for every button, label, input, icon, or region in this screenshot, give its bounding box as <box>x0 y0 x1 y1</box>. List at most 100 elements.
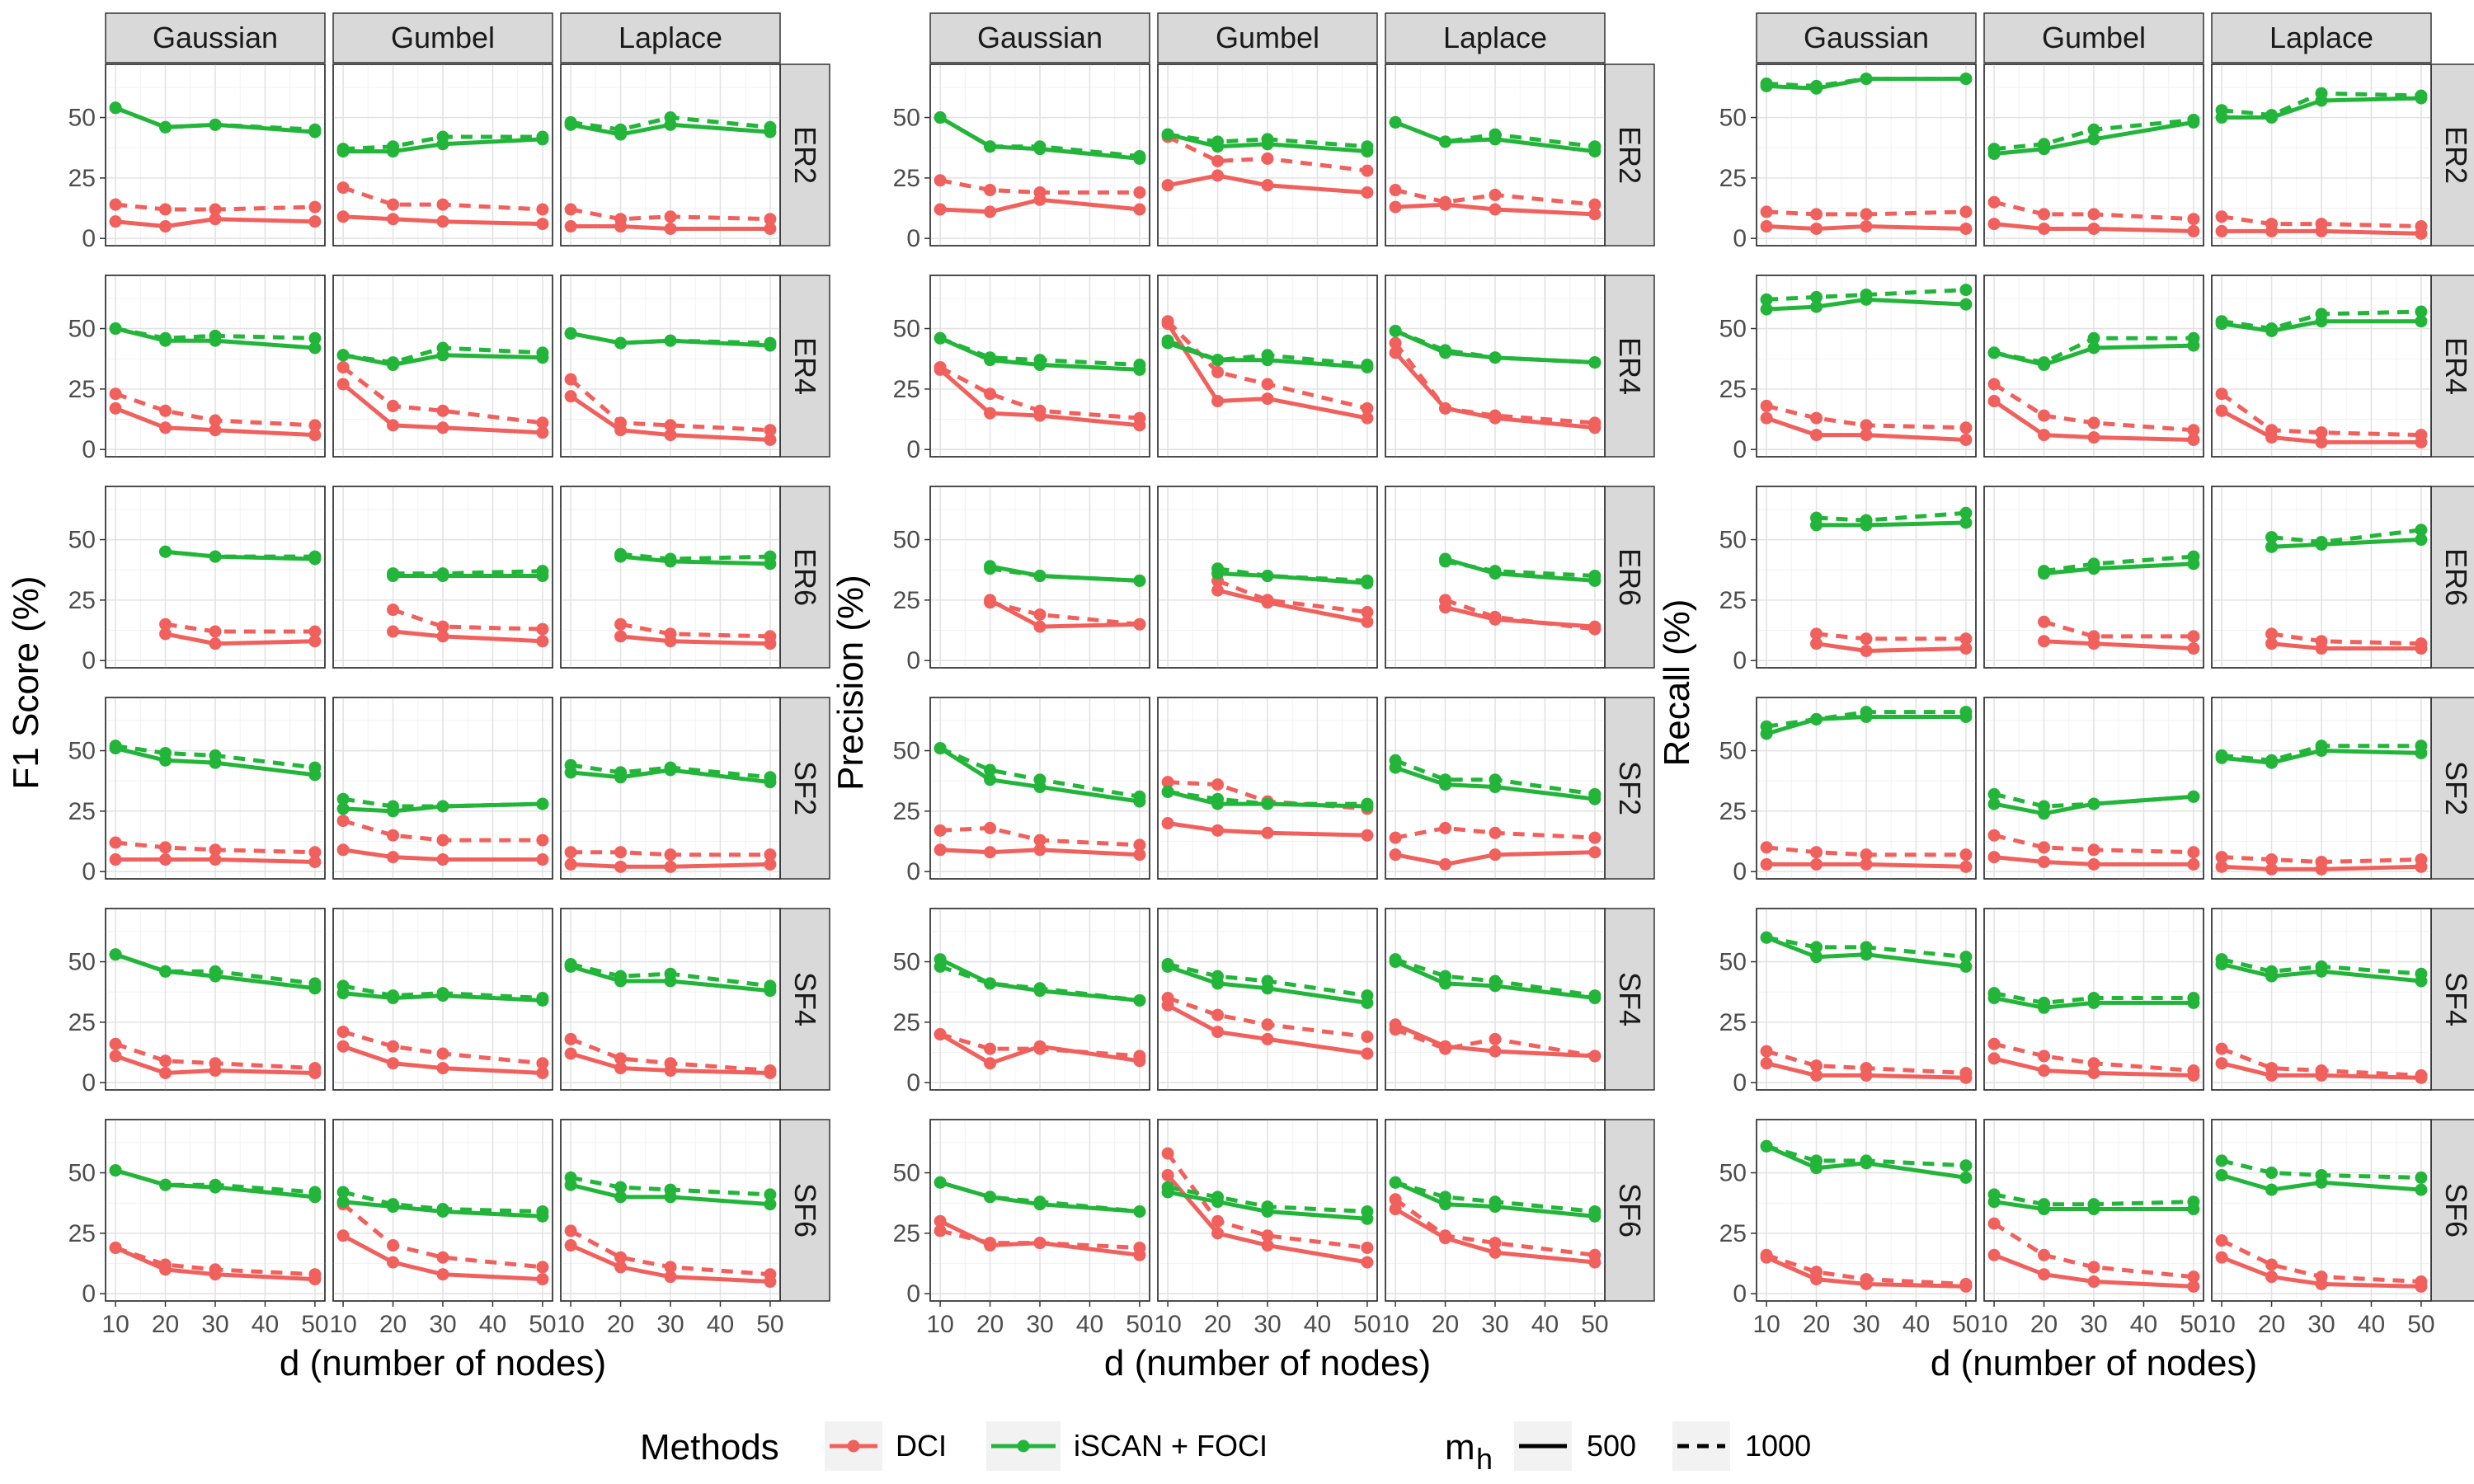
series-dci-1000-point <box>664 848 677 862</box>
series-dci-1000-point <box>764 213 777 226</box>
legend-key-label: iSCAN + FOCI <box>1074 1429 1268 1463</box>
legend-key-point <box>847 1439 860 1453</box>
series-dci-1000-line <box>342 819 543 843</box>
series-iscan-1000-point <box>1760 293 1773 306</box>
series-dci-1000-line <box>342 186 543 212</box>
panel-frame <box>560 908 781 1091</box>
series-dci-1000-point <box>1133 1050 1146 1063</box>
series-dci-1000-point <box>308 200 322 214</box>
series-dci-500-point <box>387 1256 400 1269</box>
series-iscan-1000-line <box>2221 1158 2421 1180</box>
strip-label: SF6 <box>2439 1183 2473 1237</box>
series-dci-500-line <box>570 862 770 869</box>
series-iscan-1000-point <box>2038 800 2051 813</box>
series-dci-500-point <box>1211 1026 1225 1039</box>
series-dci-1000-point <box>1389 184 1402 197</box>
y-tick-label: 25 <box>1719 587 1747 614</box>
series-dci-500-point <box>1211 1227 1225 1240</box>
series-dci-500-point <box>1261 1239 1274 1252</box>
strip-er2 <box>779 63 830 247</box>
series-iscan-1000-point <box>109 101 122 115</box>
series-dci-1000-line <box>1394 1197 1596 1257</box>
series-dci-500-line <box>570 1243 771 1284</box>
y-tick-label: 50 <box>893 316 920 343</box>
series-dci-1000-point <box>1261 1018 1274 1031</box>
series-dci-1000-point <box>436 1251 449 1264</box>
series-dci-1000-point <box>2315 855 2328 868</box>
series-dci-500-point <box>1261 1032 1274 1045</box>
series-iscan-1000-point <box>564 758 577 772</box>
strip-er4 <box>2430 275 2474 458</box>
x-tick-label: 20 <box>607 1311 634 1338</box>
series-dci-1000-line <box>341 365 543 425</box>
series-dci-500-line <box>341 1233 543 1282</box>
series-dci-500-point <box>387 1057 400 1070</box>
legend-key-dci: DCI <box>825 1421 947 1471</box>
x-tick-label: 50 <box>2180 1311 2207 1338</box>
series-iscan-1000-point <box>2415 305 2428 318</box>
series-dci-1000-point <box>1987 195 2001 209</box>
series-iscan-1000-line <box>1766 288 1967 302</box>
series-iscan-1000-point <box>1211 792 1225 805</box>
series-dci-500-line <box>1766 1255 1966 1289</box>
series-iscan-1000-point <box>614 1181 628 1194</box>
series-iscan-1000-point <box>387 1198 400 1211</box>
panel-frame <box>2211 908 2432 1091</box>
x-tick-label: 20 <box>2258 1311 2285 1338</box>
series-dci-500-line <box>569 394 771 442</box>
series-iscan-500-line <box>570 122 771 137</box>
y-tick-label: 0 <box>906 225 920 252</box>
series-dci-500-point <box>387 851 400 864</box>
series-dci-1000-point <box>984 1237 997 1250</box>
series-iscan-1000-point <box>109 740 122 753</box>
panel-frame <box>1983 486 2204 669</box>
series-iscan-1000-line <box>342 796 543 809</box>
series-iscan-1000-point <box>1760 1139 1773 1153</box>
series-dci-1000-point <box>1987 378 2001 391</box>
series-dci-500-point <box>564 390 577 403</box>
series-iscan-1000-point <box>2187 331 2200 345</box>
series-dci-500-line <box>2221 1061 2421 1080</box>
x-tick-label: 40 <box>2130 1311 2157 1338</box>
x-tick-label: 50 <box>1353 1311 1380 1338</box>
series-dci-500-point <box>159 220 172 233</box>
series-iscan-1000-line <box>2221 91 2421 118</box>
series-iscan-1000-point <box>764 336 777 350</box>
series-dci-500-point <box>436 630 449 643</box>
x-tick-label: 30 <box>1852 1311 1879 1338</box>
x-tick-label: 50 <box>529 1311 556 1338</box>
series-dci-1000-point <box>664 627 677 641</box>
x-tick-label: 10 <box>2208 1311 2235 1338</box>
x-tick-label: 40 <box>1531 1311 1559 1338</box>
series-dci-500-point <box>1261 179 1274 192</box>
series-dci-500-point <box>436 421 449 434</box>
series-iscan-1000-point <box>614 336 628 350</box>
panel-er2-gaussian <box>929 63 1150 247</box>
series-iscan-1000-point <box>1261 797 1274 810</box>
series-iscan-1000-line <box>1395 1180 1596 1214</box>
series-dci-1000-point <box>1361 402 1374 415</box>
legend-mh-title: m <box>1445 1427 1475 1468</box>
series-iscan-500-point <box>1987 797 2001 810</box>
panel-er6-laplace <box>1385 486 1606 669</box>
series-dci-1000-point <box>1810 411 1823 425</box>
series-iscan-1000-point <box>1489 1195 1502 1209</box>
series-dci-500-point <box>2215 404 2228 417</box>
series-dci-1000-point <box>1361 1241 1374 1254</box>
strip-label: Laplace <box>1443 21 1547 54</box>
panel-sf6-laplace: 10 20 30 40 50 <box>1381 1119 1609 1338</box>
series-dci-1000-point <box>2187 846 2200 859</box>
y-tick-label: 25 <box>68 165 96 192</box>
series-iscan-1000-line <box>342 1190 543 1214</box>
series-iscan-1000-line <box>939 336 1141 367</box>
x-tick-label: 10 <box>1381 1311 1409 1338</box>
series-iscan-1000-point <box>387 800 400 813</box>
series-iscan-1000-point <box>1161 785 1174 798</box>
series-iscan-500-point <box>1810 300 1823 313</box>
series-dci-1000-point <box>1810 1059 1823 1073</box>
series-dci-500-point <box>1361 186 1374 199</box>
series-iscan-500-point <box>2087 133 2100 146</box>
series-iscan-1000-point <box>1439 135 1452 148</box>
series-dci-500-point <box>1261 826 1274 839</box>
strip-label: ER2 <box>1613 126 1647 184</box>
